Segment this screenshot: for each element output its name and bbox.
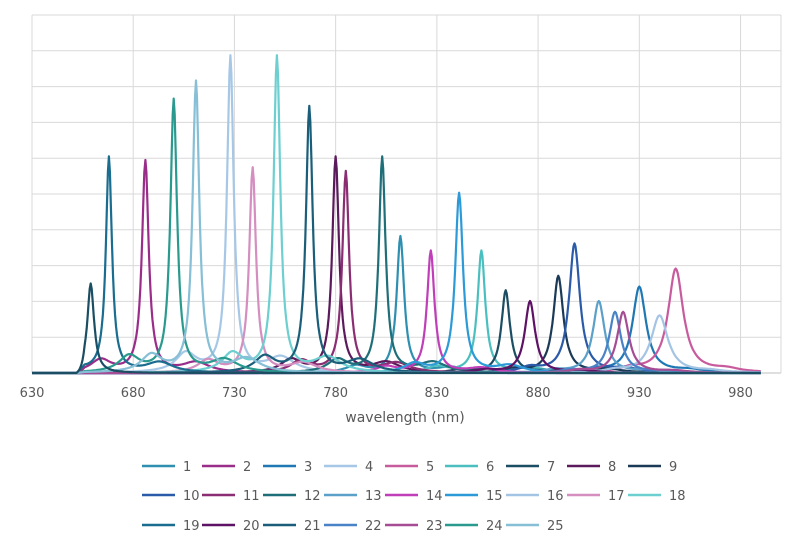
legend-label: 23 xyxy=(426,519,443,534)
legend-label: 2 xyxy=(243,460,251,475)
x-tick-label: 730 xyxy=(222,386,247,401)
x-tick-label: 980 xyxy=(728,386,753,401)
x-axis-title: wavelength (nm) xyxy=(345,410,464,426)
legend-label: 15 xyxy=(486,489,503,504)
legend-label: 5 xyxy=(426,460,434,475)
x-axis: 630 680 730 780 830 880 930 980 xyxy=(20,386,753,401)
legend-item-6: 6 xyxy=(445,460,494,475)
legend-item-20: 20 xyxy=(202,519,260,534)
legend-label: 7 xyxy=(547,460,555,475)
legend-item-23: 23 xyxy=(385,519,443,534)
legend-label: 13 xyxy=(365,489,382,504)
legend-label: 25 xyxy=(547,519,564,534)
legend-item-16: 16 xyxy=(506,489,564,504)
legend-label: 9 xyxy=(669,460,677,475)
legend-item-24: 24 xyxy=(445,519,503,534)
x-tick-label: 630 xyxy=(20,386,45,401)
legend-item-7: 7 xyxy=(506,460,555,475)
x-tick-label: 680 xyxy=(121,386,146,401)
legend-label: 8 xyxy=(608,460,616,475)
legend-item-5: 5 xyxy=(385,460,434,475)
legend-item-17: 17 xyxy=(567,489,625,504)
legend-label: 14 xyxy=(426,489,443,504)
legend-label: 22 xyxy=(365,519,382,534)
legend-item-3: 3 xyxy=(263,460,312,475)
legend-label: 11 xyxy=(243,489,260,504)
legend-label: 6 xyxy=(486,460,494,475)
legend-item-25: 25 xyxy=(506,519,564,534)
legend-label: 12 xyxy=(304,489,321,504)
legend-label: 24 xyxy=(486,519,503,534)
series-line-4 xyxy=(31,54,761,375)
legend-label: 3 xyxy=(304,460,312,475)
legend-item-21: 21 xyxy=(263,519,321,534)
legend-label: 20 xyxy=(243,519,260,534)
legend-label: 1 xyxy=(183,460,191,475)
legend-item-14: 14 xyxy=(385,489,443,504)
legend-item-13: 13 xyxy=(324,489,382,504)
x-tick-label: 880 xyxy=(526,386,551,401)
legend-label: 4 xyxy=(365,460,373,475)
x-tick-label: 830 xyxy=(424,386,449,401)
legend-label: 17 xyxy=(608,489,625,504)
legend-label: 16 xyxy=(547,489,564,504)
legend-item-1: 1 xyxy=(142,460,191,475)
series-line-extra xyxy=(31,282,761,375)
chart-series xyxy=(31,54,761,375)
series-line-18 xyxy=(31,54,761,375)
legend-item-19: 19 xyxy=(142,519,200,534)
legend-label: 18 xyxy=(669,489,686,504)
series-line-25 xyxy=(31,79,761,375)
legend-label: 19 xyxy=(183,519,200,534)
legend-item-2: 2 xyxy=(202,460,251,475)
legend-item-9: 9 xyxy=(628,460,677,475)
legend-item-22: 22 xyxy=(324,519,382,534)
legend-item-12: 12 xyxy=(263,489,321,504)
legend-item-15: 15 xyxy=(445,489,503,504)
legend-item-10: 10 xyxy=(142,489,200,504)
legend-label: 21 xyxy=(304,519,321,534)
legend-item-8: 8 xyxy=(567,460,616,475)
legend-item-4: 4 xyxy=(324,460,373,475)
legend-item-18: 18 xyxy=(628,489,686,504)
x-tick-label: 780 xyxy=(323,386,348,401)
legend-item-11: 11 xyxy=(202,489,260,504)
legend-label: 10 xyxy=(183,489,200,504)
x-tick-label: 930 xyxy=(627,386,652,401)
